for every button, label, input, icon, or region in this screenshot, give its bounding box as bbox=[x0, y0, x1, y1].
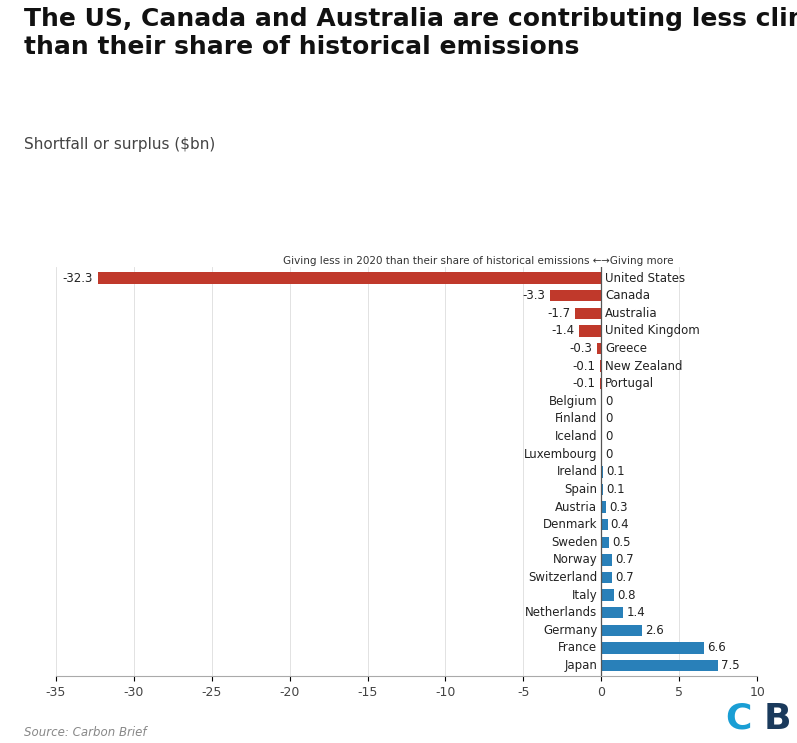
Bar bbox=[601, 554, 612, 565]
Text: 0.1: 0.1 bbox=[606, 465, 625, 478]
Bar bbox=[550, 290, 601, 302]
Bar bbox=[601, 502, 606, 513]
Text: B: B bbox=[764, 701, 791, 736]
Text: Italy: Italy bbox=[571, 588, 598, 602]
Text: Canada: Canada bbox=[605, 289, 650, 302]
Text: C: C bbox=[725, 701, 752, 736]
Text: Netherlands: Netherlands bbox=[525, 606, 598, 619]
Bar bbox=[601, 589, 614, 601]
Bar bbox=[579, 325, 601, 337]
Text: Spain: Spain bbox=[564, 483, 598, 496]
Text: →Giving more: →Giving more bbox=[601, 256, 673, 266]
Text: 1.4: 1.4 bbox=[626, 606, 645, 619]
Text: 0: 0 bbox=[605, 395, 613, 408]
Text: United Kingdom: United Kingdom bbox=[605, 325, 700, 337]
Text: 0.7: 0.7 bbox=[615, 571, 634, 584]
Text: Source: Carbon Brief: Source: Carbon Brief bbox=[24, 727, 147, 739]
Text: Austria: Austria bbox=[556, 501, 598, 513]
Text: France: France bbox=[558, 641, 598, 655]
Bar bbox=[575, 308, 601, 319]
Bar bbox=[601, 625, 642, 636]
Bar bbox=[601, 519, 607, 531]
Bar bbox=[597, 343, 601, 354]
Text: -1.4: -1.4 bbox=[552, 325, 575, 337]
Text: Denmark: Denmark bbox=[543, 518, 598, 531]
Text: 0.8: 0.8 bbox=[617, 588, 635, 602]
Text: -32.3: -32.3 bbox=[63, 271, 93, 285]
Text: Norway: Norway bbox=[552, 554, 598, 566]
Text: 0.4: 0.4 bbox=[611, 518, 630, 531]
Text: 0.5: 0.5 bbox=[612, 536, 630, 549]
Text: Belgium: Belgium bbox=[549, 395, 598, 408]
Text: 7.5: 7.5 bbox=[721, 659, 740, 672]
Text: Switzerland: Switzerland bbox=[528, 571, 598, 584]
Bar bbox=[599, 360, 601, 372]
Text: -0.1: -0.1 bbox=[572, 360, 595, 373]
Bar bbox=[601, 660, 718, 671]
Text: Japan: Japan bbox=[564, 659, 598, 672]
Text: Iceland: Iceland bbox=[555, 430, 598, 443]
Text: 0: 0 bbox=[605, 430, 613, 443]
Text: Finland: Finland bbox=[556, 412, 598, 426]
Bar bbox=[599, 378, 601, 389]
Text: -1.7: -1.7 bbox=[547, 307, 570, 319]
Text: 0: 0 bbox=[605, 448, 613, 461]
Text: Ireland: Ireland bbox=[556, 465, 598, 478]
Text: Shortfall or surplus ($bn): Shortfall or surplus ($bn) bbox=[24, 137, 215, 152]
Bar bbox=[601, 536, 609, 548]
Bar bbox=[601, 607, 623, 618]
Text: 2.6: 2.6 bbox=[645, 624, 664, 637]
Text: Germany: Germany bbox=[543, 624, 598, 637]
Text: 6.6: 6.6 bbox=[707, 641, 726, 655]
Text: -3.3: -3.3 bbox=[522, 289, 545, 302]
Text: -0.1: -0.1 bbox=[572, 377, 595, 390]
Text: New Zealand: New Zealand bbox=[605, 360, 683, 373]
Text: The US, Canada and Australia are contributing less climate finance
than their sh: The US, Canada and Australia are contrib… bbox=[24, 7, 797, 59]
Text: United States: United States bbox=[605, 271, 685, 285]
Text: 0.3: 0.3 bbox=[609, 501, 627, 513]
Text: 0: 0 bbox=[605, 412, 613, 426]
Bar bbox=[601, 466, 603, 478]
Text: Australia: Australia bbox=[605, 307, 658, 319]
Text: -0.3: -0.3 bbox=[569, 342, 592, 355]
Text: Luxembourg: Luxembourg bbox=[524, 448, 598, 461]
Text: 0.7: 0.7 bbox=[615, 554, 634, 566]
Text: 0.1: 0.1 bbox=[606, 483, 625, 496]
Bar bbox=[601, 642, 705, 654]
Text: Giving less in 2020 than their share of historical emissions ←: Giving less in 2020 than their share of … bbox=[283, 256, 601, 266]
Text: Greece: Greece bbox=[605, 342, 647, 355]
Text: Portugal: Portugal bbox=[605, 377, 654, 390]
Bar bbox=[98, 273, 601, 284]
Bar bbox=[601, 484, 603, 495]
Text: Sweden: Sweden bbox=[551, 536, 598, 549]
Bar bbox=[601, 572, 612, 583]
